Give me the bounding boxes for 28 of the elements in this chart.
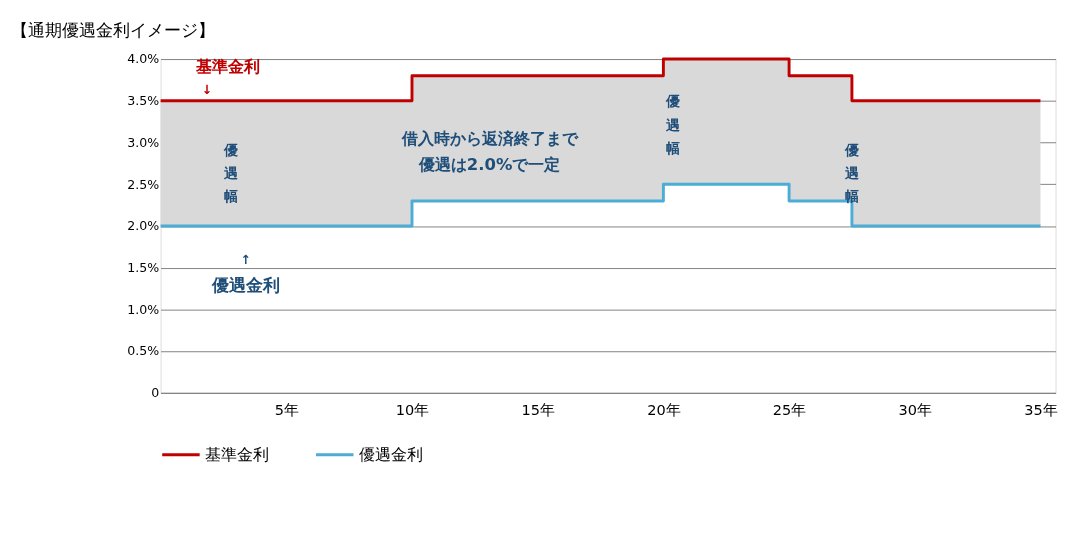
y-tick-label: 4.0% [127,51,160,67]
y-tick-label: 0 [151,385,160,401]
x-tick-label: 25年 [772,401,807,418]
annotation: 優遇幅 [223,141,239,205]
annotation: ↓ [201,81,213,97]
y-tick-label: 2.0% [127,218,160,234]
annotation: 優遇幅 [665,93,681,156]
annotation: 優遇幅 [844,141,860,205]
x-tick-label: 15年 [521,401,555,418]
y-tick-label: 0.5% [127,343,160,359]
y-tick-label: 2.5% [127,176,160,192]
x-tick-label: 10年 [395,401,430,418]
chart-title: 【通期優遇金利イメージ】 [10,19,215,40]
annotation: ↑ [240,252,252,268]
legend-label: 優遇金利 [358,444,423,464]
annotation: 優遇は2.0%で一定 [417,155,561,175]
annotation: 基準金利 [195,56,261,76]
y-tick-label: 3.5% [127,93,160,109]
x-tick-label: 5年 [274,401,299,418]
y-tick-label: 1.5% [127,260,160,276]
x-tick-label: 30年 [898,401,932,418]
y-tick-label: 3.0% [127,134,160,150]
x-tick-label: 35年 [1024,401,1058,418]
annotation: 借入時から返済終了まで [400,129,579,149]
annotation: 優遇金利 [210,275,280,296]
x-tick-label: 20年 [647,401,681,418]
legend-label: 基準金利 [205,444,270,464]
y-tick-label: 1.0% [127,301,160,317]
